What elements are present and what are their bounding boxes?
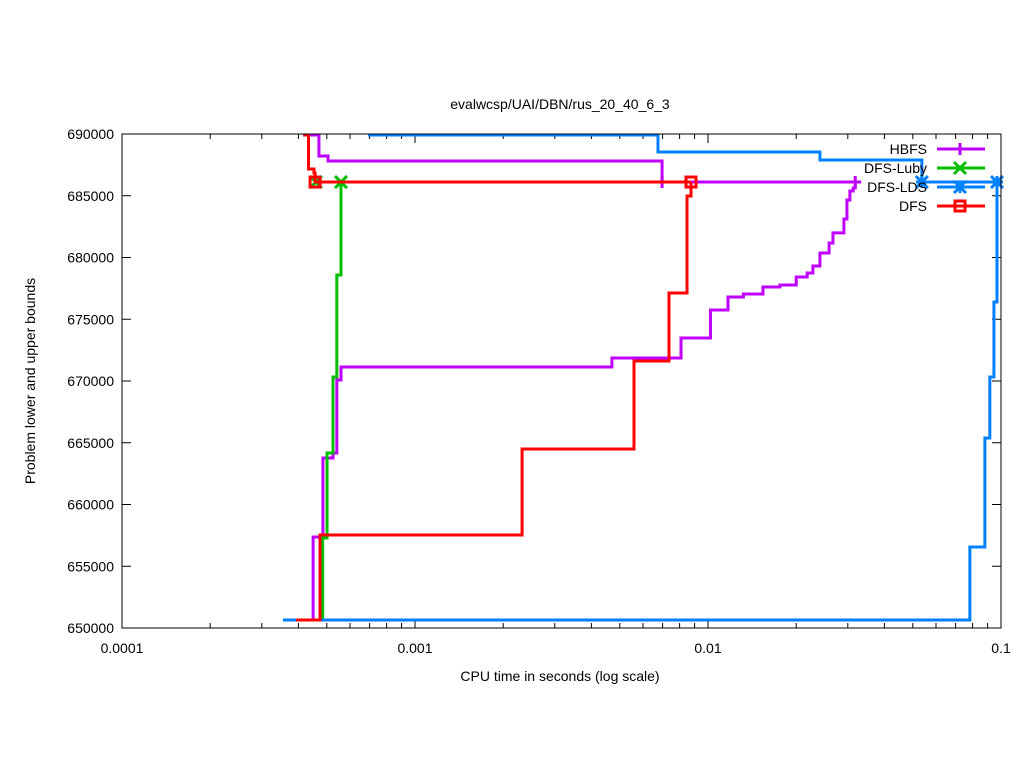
marker-plus <box>954 143 966 155</box>
dfs-upper-bound-line <box>303 133 692 184</box>
y-tick-label: 685000 <box>67 188 114 204</box>
y-tick-label: 675000 <box>67 311 114 327</box>
y-tick-label: 680000 <box>67 250 114 266</box>
square-mark <box>953 199 967 213</box>
marker-plus <box>849 176 862 189</box>
marker-star <box>952 179 968 195</box>
y-tick-label: 650000 <box>67 620 114 636</box>
legend: HBFS DFS-Luby DFS-LDS DFS <box>864 141 985 214</box>
plot-area <box>282 133 1005 622</box>
marker-square <box>953 199 967 213</box>
marker-square <box>308 175 322 189</box>
y-axis-label: Problem lower and upper bounds <box>22 278 38 484</box>
legend-label-hbfs: HBFS <box>890 141 927 157</box>
star-mark <box>952 179 968 195</box>
y-tick-label: 655000 <box>67 558 114 574</box>
star-mark <box>989 174 1005 190</box>
marker-square <box>684 175 698 189</box>
plot-frame <box>121 133 1002 629</box>
chart-title: evalwcsp/UAI/DBN/rus_20_40_6_3 <box>450 96 670 112</box>
dfs-luby-lower-bound-line <box>321 182 343 620</box>
dfs-lower-bound-line <box>296 182 693 622</box>
x-axis-label: CPU time in seconds (log scale) <box>460 668 659 684</box>
y-tick-label: 660000 <box>67 497 114 513</box>
legend-label-dfs: DFS <box>899 198 927 214</box>
marker-cross <box>952 160 968 176</box>
x-tick-label: 0.0001 <box>101 640 144 656</box>
square-mark <box>308 175 322 189</box>
dfs-lds-lower-bound-line <box>282 182 999 622</box>
square-mark <box>684 175 698 189</box>
axis-ticks: 650000 655000 660000 665000 670000 675000 6800… <box>67 126 1011 656</box>
legend-label-dfs-luby: DFS-Luby <box>864 160 927 176</box>
plus-mark <box>954 143 966 155</box>
hbfs-lower-bound-line <box>311 182 857 620</box>
hbfs-upper-bound-line <box>307 133 856 184</box>
y-tick-label: 670000 <box>67 373 114 389</box>
x-tick-label: 0.1 <box>991 640 1011 656</box>
y-tick-label: 665000 <box>67 435 114 451</box>
x-tick-label: 0.001 <box>397 640 432 656</box>
x-tick-label: 0.01 <box>694 640 721 656</box>
plus-mark <box>849 176 862 189</box>
legend-label-dfs-lds: DFS-LDS <box>867 179 927 195</box>
star-mark <box>914 174 929 190</box>
marker-star <box>914 174 929 190</box>
cross-mark <box>952 160 968 176</box>
y-tick-label: 690000 <box>67 126 114 142</box>
marker-star <box>989 174 1005 190</box>
